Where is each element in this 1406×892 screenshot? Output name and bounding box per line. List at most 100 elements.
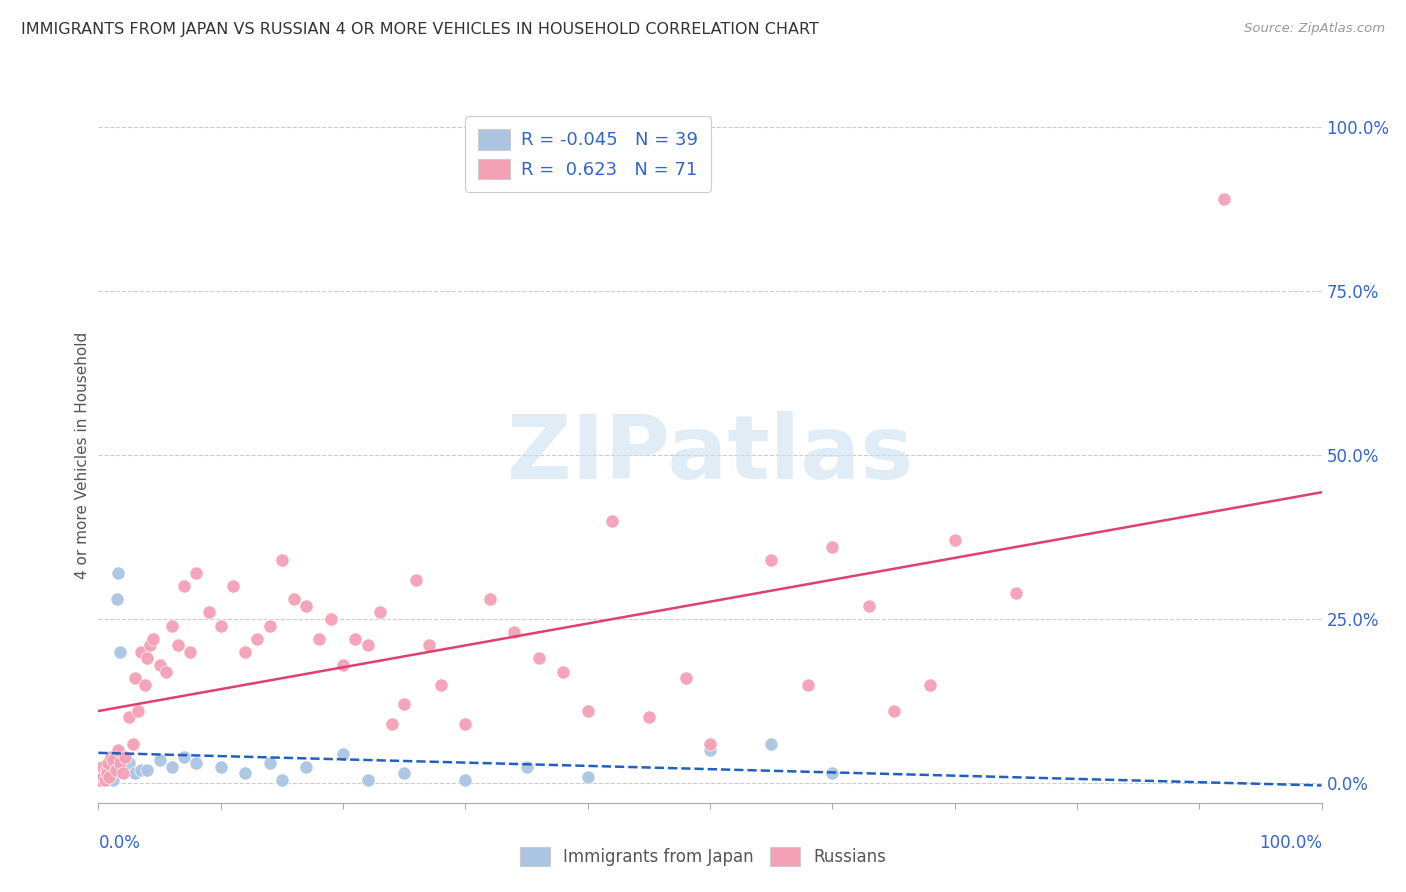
Point <box>149 657 172 672</box>
Point <box>186 566 208 580</box>
Point <box>134 678 156 692</box>
Point <box>90 772 112 787</box>
Point <box>454 772 477 787</box>
Text: 100.0%: 100.0% <box>1258 834 1322 852</box>
Point <box>124 671 146 685</box>
Point <box>94 772 117 787</box>
Y-axis label: 4 or more Vehicles in Household: 4 or more Vehicles in Household <box>75 331 90 579</box>
Point <box>527 651 550 665</box>
Point <box>110 645 132 659</box>
Point <box>368 606 391 620</box>
Point <box>222 579 245 593</box>
Point <box>167 638 190 652</box>
Point <box>576 770 599 784</box>
Point <box>94 763 117 777</box>
Point <box>160 760 183 774</box>
Point <box>136 651 159 665</box>
Point <box>179 645 201 659</box>
Point <box>295 599 318 613</box>
Point <box>356 772 378 787</box>
Point <box>110 756 132 771</box>
Point <box>332 657 354 672</box>
Point <box>209 618 232 632</box>
Point <box>295 760 318 774</box>
Point <box>96 766 118 780</box>
Text: IMMIGRANTS FROM JAPAN VS RUSSIAN 4 OR MORE VEHICLES IN HOUSEHOLD CORRELATION CHA: IMMIGRANTS FROM JAPAN VS RUSSIAN 4 OR MO… <box>21 22 818 37</box>
Point <box>173 579 195 593</box>
Point <box>97 756 120 771</box>
Point <box>114 749 136 764</box>
Point <box>638 710 661 724</box>
Text: ZIPatlas: ZIPatlas <box>508 411 912 499</box>
Point <box>576 704 599 718</box>
Point <box>356 638 378 652</box>
Point <box>308 632 330 646</box>
Point <box>430 678 453 692</box>
Point <box>259 756 281 771</box>
Point <box>93 772 115 787</box>
Point <box>118 756 141 771</box>
Point <box>104 763 127 777</box>
Point <box>1212 192 1234 206</box>
Point <box>121 737 143 751</box>
Point <box>821 766 844 780</box>
Point <box>405 573 427 587</box>
Point <box>392 698 416 712</box>
Point <box>332 747 354 761</box>
Point <box>103 763 125 777</box>
Point <box>96 766 118 780</box>
Point <box>101 766 124 780</box>
Point <box>858 599 880 613</box>
Point <box>381 717 404 731</box>
Point <box>675 671 697 685</box>
Point <box>553 665 575 679</box>
Point <box>516 760 538 774</box>
Point <box>111 766 134 780</box>
Point <box>111 749 134 764</box>
Point <box>246 632 269 646</box>
Point <box>160 618 183 632</box>
Point <box>93 770 115 784</box>
Point <box>139 638 162 652</box>
Point <box>821 540 844 554</box>
Text: 0.0%: 0.0% <box>98 834 141 852</box>
Point <box>920 678 942 692</box>
Point <box>91 770 114 784</box>
Point <box>344 632 367 646</box>
Point <box>124 766 146 780</box>
Point <box>209 760 232 774</box>
Point <box>761 737 783 751</box>
Point <box>129 645 152 659</box>
Point <box>101 753 124 767</box>
Point <box>699 743 721 757</box>
Point <box>797 678 820 692</box>
Point <box>105 592 128 607</box>
Point <box>127 704 149 718</box>
Point <box>155 665 177 679</box>
Point <box>600 514 623 528</box>
Point <box>91 760 114 774</box>
Point <box>129 763 152 777</box>
Point <box>283 592 305 607</box>
Point <box>90 766 112 780</box>
Point <box>118 710 141 724</box>
Point <box>233 645 256 659</box>
Legend: Immigrants from Japan, Russians: Immigrants from Japan, Russians <box>512 838 894 875</box>
Point <box>1004 586 1026 600</box>
Point <box>761 553 783 567</box>
Point <box>173 749 195 764</box>
Point <box>89 772 111 787</box>
Point <box>454 717 477 731</box>
Point <box>142 632 165 646</box>
Point <box>270 553 294 567</box>
Text: Source: ZipAtlas.com: Source: ZipAtlas.com <box>1244 22 1385 36</box>
Point <box>883 704 905 718</box>
Point <box>98 770 121 784</box>
Point <box>503 625 526 640</box>
Point <box>943 533 966 548</box>
Point <box>100 756 122 771</box>
Legend: R = -0.045   N = 39, R =  0.623   N = 71: R = -0.045 N = 39, R = 0.623 N = 71 <box>465 116 710 192</box>
Point <box>233 766 256 780</box>
Point <box>89 766 111 780</box>
Point <box>197 606 219 620</box>
